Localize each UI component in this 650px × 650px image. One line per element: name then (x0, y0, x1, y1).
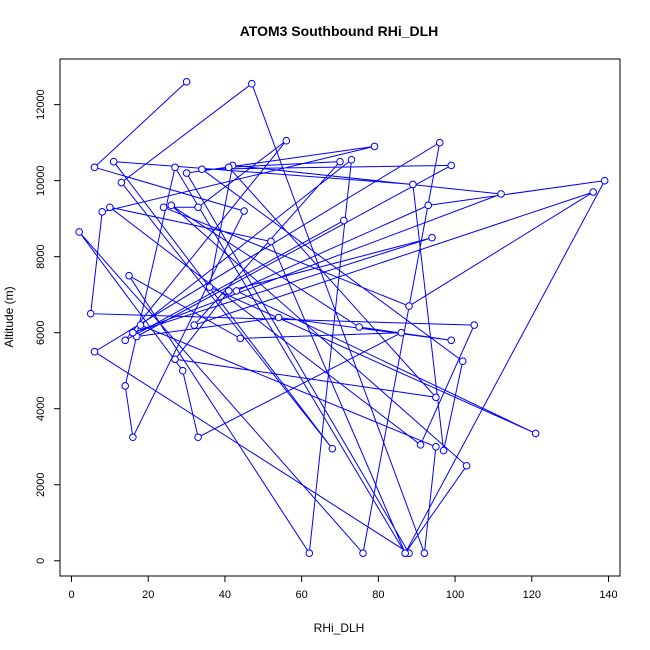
data-point (125, 271, 133, 280)
y-tick-label: 2000 (35, 473, 47, 497)
x-tick-label: 100 (446, 589, 464, 601)
series-line (78, 81, 606, 555)
data-point (75, 228, 83, 236)
y-axis: 0 2000 4000 6000 8000 10000 12000 (35, 89, 61, 564)
data-point (106, 203, 114, 212)
data-point (117, 178, 126, 187)
data-point (589, 188, 597, 196)
data-point (447, 161, 456, 170)
series-layer (75, 78, 609, 557)
x-tick-label: 0 (68, 589, 74, 601)
data-point (428, 233, 436, 242)
chart-title: ATOM3 Southbound RHi_DLH (240, 23, 439, 39)
x-tick-label: 20 (142, 589, 154, 601)
data-point (274, 313, 283, 322)
data-point (136, 321, 145, 329)
y-tick-label: 4000 (35, 396, 47, 420)
y-tick-label: 12000 (35, 89, 47, 120)
data-point (435, 138, 444, 147)
data-point (232, 287, 241, 295)
data-point (370, 142, 379, 151)
data-point (129, 433, 137, 442)
data-point (432, 393, 440, 402)
y-tick-label: 10000 (35, 165, 47, 196)
data-point (190, 321, 199, 329)
data-point (347, 155, 356, 164)
data-point (470, 321, 479, 329)
data-point (194, 203, 202, 212)
y-tick-label: 0 (35, 558, 47, 564)
x-tick-label: 60 (296, 589, 308, 601)
data-point (282, 136, 291, 145)
data-point (340, 216, 348, 225)
data-point (121, 382, 130, 390)
data-point (224, 163, 233, 172)
x-axis-label: RHi_DLH (314, 621, 365, 635)
data-point (90, 347, 99, 356)
data-point (267, 237, 275, 246)
data-point (359, 549, 367, 557)
x-tick-label: 120 (523, 589, 541, 601)
data-point (224, 287, 233, 295)
x-tick-label: 80 (372, 589, 384, 601)
data-point (86, 309, 95, 318)
x-tick-label: 40 (219, 589, 231, 601)
data-point (424, 201, 433, 210)
data-point (497, 190, 505, 198)
data-point (129, 328, 137, 337)
data-point (247, 79, 256, 88)
data-point (198, 165, 206, 174)
data-point (462, 461, 471, 470)
data-point (121, 336, 130, 345)
data-point (531, 429, 540, 438)
data-point (409, 180, 417, 189)
x-axis: 0 20 40 60 80 100 120 140 (68, 575, 618, 601)
data-point (420, 549, 429, 557)
data-point (355, 323, 363, 331)
data-point (178, 366, 187, 375)
data-point (90, 163, 99, 172)
data-point (240, 207, 248, 215)
y-axis-label: Altitude (m) (2, 286, 16, 347)
data-point (171, 163, 179, 172)
data-point (328, 444, 337, 453)
data-point (416, 441, 425, 449)
data-point (401, 549, 410, 557)
data-point (432, 442, 440, 451)
data-point (205, 283, 214, 291)
data-point (447, 336, 456, 345)
data-point (194, 433, 202, 442)
data-point (182, 169, 191, 177)
data-point (171, 355, 179, 364)
data-point (405, 302, 413, 310)
data-point (336, 157, 344, 166)
data-point (109, 157, 118, 166)
data-point (182, 78, 191, 86)
data-point (600, 176, 609, 185)
data-point (98, 208, 106, 216)
data-point (167, 201, 176, 210)
data-point (397, 328, 406, 337)
y-tick-label: 6000 (35, 320, 47, 344)
data-point (159, 203, 168, 212)
data-point (305, 549, 314, 557)
x-tick-label: 140 (599, 589, 617, 601)
data-point (458, 357, 467, 366)
y-tick-label: 8000 (35, 244, 47, 268)
data-point (236, 334, 245, 343)
data-point (439, 446, 448, 455)
